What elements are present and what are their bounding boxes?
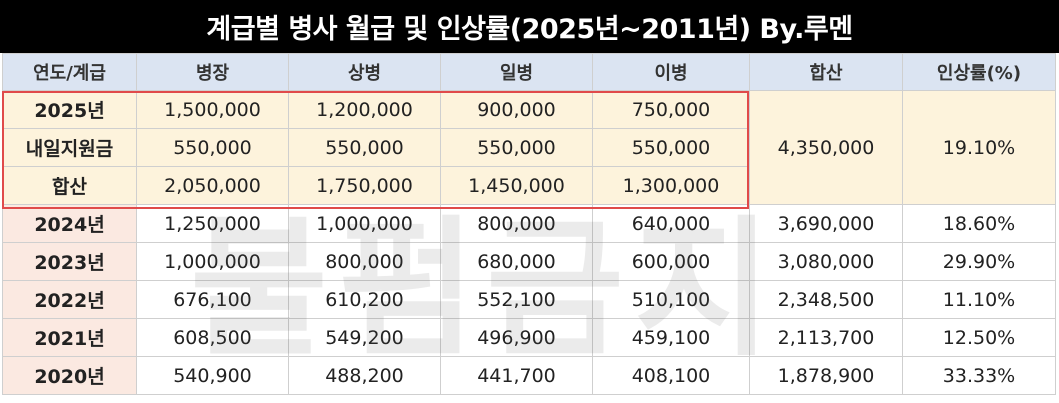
highlight-total-cell: 4,350,000 (749, 90, 903, 205)
cell: 610,200 (288, 280, 441, 319)
cell: 488,200 (288, 356, 441, 395)
cell: 510,100 (592, 280, 750, 319)
table-row: 2025년 1,500,000 1,200,000 900,000 750,00… (2, 90, 1056, 205)
cell: 3,690,000 (749, 204, 903, 243)
table-row: 합산 2,050,000 1,750,000 1,450,000 1,300,0… (2, 166, 1056, 205)
cell: 680,000 (440, 242, 593, 281)
cell: 2,050,000 (136, 166, 289, 205)
row-label: 2024년 (2, 204, 137, 243)
cell: 676,100 (136, 280, 289, 319)
cell: 1,750,000 (288, 166, 441, 205)
page-title: 계급별 병사 월급 및 인상률(2025년~2011년) By.루멘 (0, 0, 1059, 53)
cell: 1,200,000 (288, 90, 441, 129)
row-label: 2025년 (2, 90, 137, 129)
cell: 1,000,000 (288, 204, 441, 243)
cell: 900,000 (440, 90, 593, 129)
row-label: 2023년 (2, 242, 137, 281)
header-private-first-class: 일병 (440, 53, 593, 91)
cell: 29.90% (902, 242, 1056, 281)
cell: 750,000 (592, 90, 750, 129)
cell: 1,450,000 (440, 166, 593, 205)
cell: 550,000 (136, 128, 289, 167)
header-sergeant: 병장 (136, 53, 289, 91)
table-row: 2020년 540,900 488,200 441,700 408,100 1,… (2, 356, 1056, 395)
cell: 550,000 (592, 128, 750, 167)
cell: 800,000 (288, 242, 441, 281)
cell: 1,500,000 (136, 90, 289, 129)
cell: 441,700 (440, 356, 593, 395)
row-label: 합산 (2, 166, 137, 205)
cell: 33.33% (902, 356, 1056, 395)
cell: 2,348,500 (749, 280, 903, 319)
cell: 11.10% (902, 280, 1056, 319)
salary-table: 연도/계급 병장 상병 일병 이병 합산 인상률(%) 2025년 1,500,… (2, 53, 1056, 395)
row-label: 2021년 (2, 318, 137, 357)
highlight-rate-cell: 19.10% (902, 90, 1056, 205)
cell: 1,000,000 (136, 242, 289, 281)
cell: 550,000 (440, 128, 593, 167)
row-label: 2020년 (2, 356, 137, 395)
cell: 1,300,000 (592, 166, 750, 205)
cell: 549,200 (288, 318, 441, 357)
header-private: 이병 (592, 53, 750, 91)
table-row: 내일지원금 550,000 550,000 550,000 550,000 (2, 128, 1056, 167)
header-increase-rate: 인상률(%) (902, 53, 1056, 91)
cell: 459,100 (592, 318, 750, 357)
cell: 18.60% (902, 204, 1056, 243)
cell: 1,250,000 (136, 204, 289, 243)
cell: 550,000 (288, 128, 441, 167)
row-label: 2022년 (2, 280, 137, 319)
cell: 608,500 (136, 318, 289, 357)
cell: 552,100 (440, 280, 593, 319)
cell: 1,878,900 (749, 356, 903, 395)
table-row: 2022년 676,100 610,200 552,100 510,100 2,… (2, 280, 1056, 319)
row-label: 내일지원금 (2, 128, 137, 167)
cell: 12.50% (902, 318, 1056, 357)
cell: 3,080,000 (749, 242, 903, 281)
cell: 540,900 (136, 356, 289, 395)
table-header-row: 연도/계급 병장 상병 일병 이병 합산 인상률(%) (2, 53, 1056, 91)
header-year-rank: 연도/계급 (2, 53, 137, 91)
cell: 496,900 (440, 318, 593, 357)
cell: 640,000 (592, 204, 750, 243)
table-row: 2023년 1,000,000 800,000 680,000 600,000 … (2, 242, 1056, 281)
cell: 600,000 (592, 242, 750, 281)
header-corporal: 상병 (288, 53, 441, 91)
cell: 2,113,700 (749, 318, 903, 357)
cell: 408,100 (592, 356, 750, 395)
cell: 800,000 (440, 204, 593, 243)
header-total: 합산 (749, 53, 903, 91)
table-row: 2021년 608,500 549,200 496,900 459,100 2,… (2, 318, 1056, 357)
table-row: 2024년 1,250,000 1,000,000 800,000 640,00… (2, 204, 1056, 243)
